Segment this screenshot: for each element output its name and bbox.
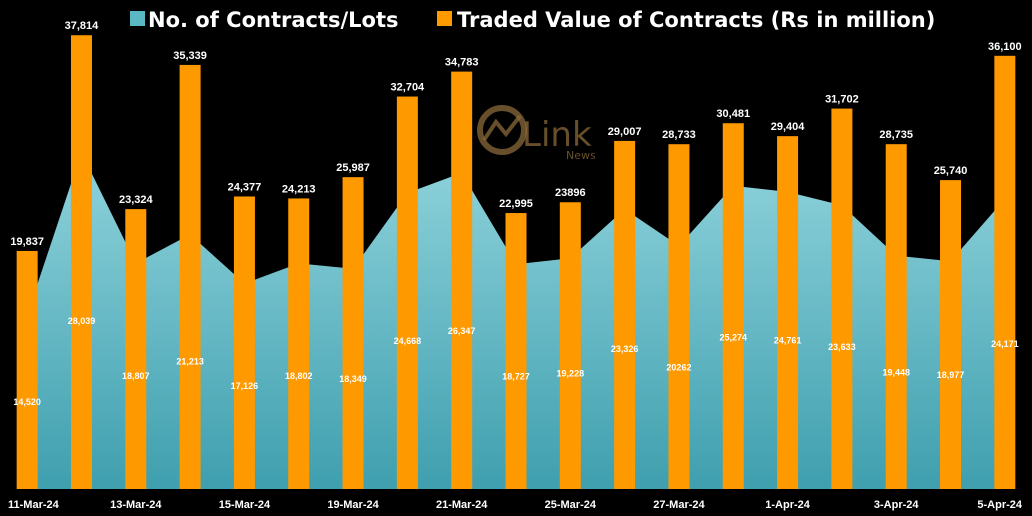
bar-value-label: 25,740 — [934, 165, 968, 177]
bar-20-Mar-24 — [396, 96, 418, 489]
watermark-brand: Link — [522, 115, 592, 155]
bar-27-Mar-24 — [668, 144, 690, 490]
bar-14-Mar-24 — [179, 64, 201, 489]
bar-value-label: 24,213 — [282, 183, 316, 195]
bars-group — [16, 35, 1016, 490]
bar-1-Apr-24 — [777, 136, 799, 490]
bar-5-Apr-24 — [994, 55, 1016, 490]
area-value-label: 19,228 — [557, 369, 585, 379]
bar-value-label: 31,702 — [825, 94, 859, 106]
area-value-label: 21,213 — [176, 357, 204, 367]
bar-12-Mar-24 — [70, 35, 92, 490]
area-value-label: 17,126 — [231, 381, 259, 391]
area-value-label: 18,977 — [937, 370, 965, 380]
bar-26-Mar-24 — [614, 140, 636, 489]
bar-11-Mar-24 — [16, 250, 38, 489]
bar-labels-group: 19,837 37,814 23,324 35,339 24,377 24,213 25,9… — [10, 20, 1021, 248]
x-axis-ticks: 11-Mar-24 13-Mar-24 15-Mar-24 19-Mar-24 21-M… — [8, 499, 1023, 511]
bar-18-Mar-24 — [288, 198, 310, 489]
area-value-label: 26,347 — [448, 326, 476, 336]
x-tick-label: 21-Mar-24 — [436, 499, 488, 511]
area-value-label: 24,668 — [394, 336, 422, 346]
area-value-label: 24,761 — [774, 335, 802, 345]
area-value-label: 18,349 — [339, 374, 367, 384]
watermark-ring — [477, 105, 527, 155]
area-value-label: 18,807 — [122, 371, 150, 381]
legend-swatch-contracts — [130, 11, 145, 26]
bar-value-label: 35,339 — [173, 50, 207, 62]
bar-22-Mar-24 — [505, 213, 527, 489]
bar-value-label: 32,704 — [391, 82, 426, 94]
area-value-label: 18,727 — [502, 372, 530, 382]
bar-15-Mar-24 — [233, 196, 255, 489]
bar-value-label: 29,007 — [608, 126, 642, 138]
bar-value-label: 23,324 — [119, 194, 154, 206]
x-tick-label: 27-Mar-24 — [653, 499, 705, 511]
area-value-label: 24,171 — [991, 339, 1019, 349]
watermark-chart-icon — [482, 114, 522, 142]
watermark-logo: Link News — [477, 105, 596, 162]
area-labels-group: 14,520 28,039 18,807 21,213 17,126 18,802 18,3… — [13, 316, 1018, 407]
bar-value-label: 30,481 — [716, 108, 750, 120]
bar-value-label: 36,100 — [988, 41, 1022, 53]
bar-25-Mar-24 — [559, 202, 581, 490]
x-tick-label: 5-Apr-24 — [977, 499, 1023, 511]
bar-value-label: 37,814 — [65, 20, 100, 32]
x-tick-label: 11-Mar-24 — [8, 499, 60, 511]
area-value-label: 23,633 — [828, 342, 856, 352]
bar-19-Mar-24 — [342, 177, 364, 489]
x-tick-label: 19-Mar-24 — [327, 499, 379, 511]
x-tick-label: 3-Apr-24 — [874, 499, 920, 511]
bar-3-Apr-24 — [885, 144, 907, 489]
area-value-label: 14,520 — [13, 397, 41, 407]
bar-value-label: 28,733 — [662, 129, 696, 141]
bar-value-label: 23896 — [555, 187, 586, 199]
area-value-label: 18,802 — [285, 371, 313, 381]
bar-13-Mar-24 — [125, 209, 147, 489]
area-value-label: 19,448 — [882, 367, 910, 377]
bar-value-label: 19,837 — [10, 236, 44, 248]
bar-2-Apr-24 — [831, 108, 853, 490]
bar-4-Apr-24 — [940, 180, 962, 489]
bar-value-label: 34,783 — [445, 57, 479, 69]
bar-21-Mar-24 — [451, 71, 473, 489]
bar-value-label: 28,735 — [879, 129, 913, 141]
bar-28-Mar-24 — [722, 123, 744, 489]
bar-value-label: 22,995 — [499, 198, 533, 210]
area-value-label: 28,039 — [68, 316, 96, 326]
bar-value-label: 24,377 — [228, 181, 262, 193]
x-tick-label: 13-Mar-24 — [110, 499, 162, 511]
area-value-label: 25,274 — [719, 332, 747, 342]
bar-value-label: 29,404 — [771, 121, 806, 133]
watermark-sub: News — [566, 149, 596, 162]
x-tick-label: 15-Mar-24 — [219, 499, 271, 511]
area-value-label: 20262 — [666, 362, 691, 372]
legend-swatch-traded-value — [437, 11, 452, 26]
legend-label-contracts: No. of Contracts/Lots — [148, 8, 399, 32]
legend-label-traded-value: Traded Value of Contracts (Rs in million… — [457, 8, 935, 32]
area-value-label: 23,326 — [611, 344, 639, 354]
x-tick-label: 1-Apr-24 — [765, 499, 811, 511]
x-tick-label: 25-Mar-24 — [545, 499, 597, 511]
legend: No. of Contracts/Lots Traded Value of Co… — [130, 8, 935, 32]
bar-value-label: 25,987 — [336, 162, 370, 174]
